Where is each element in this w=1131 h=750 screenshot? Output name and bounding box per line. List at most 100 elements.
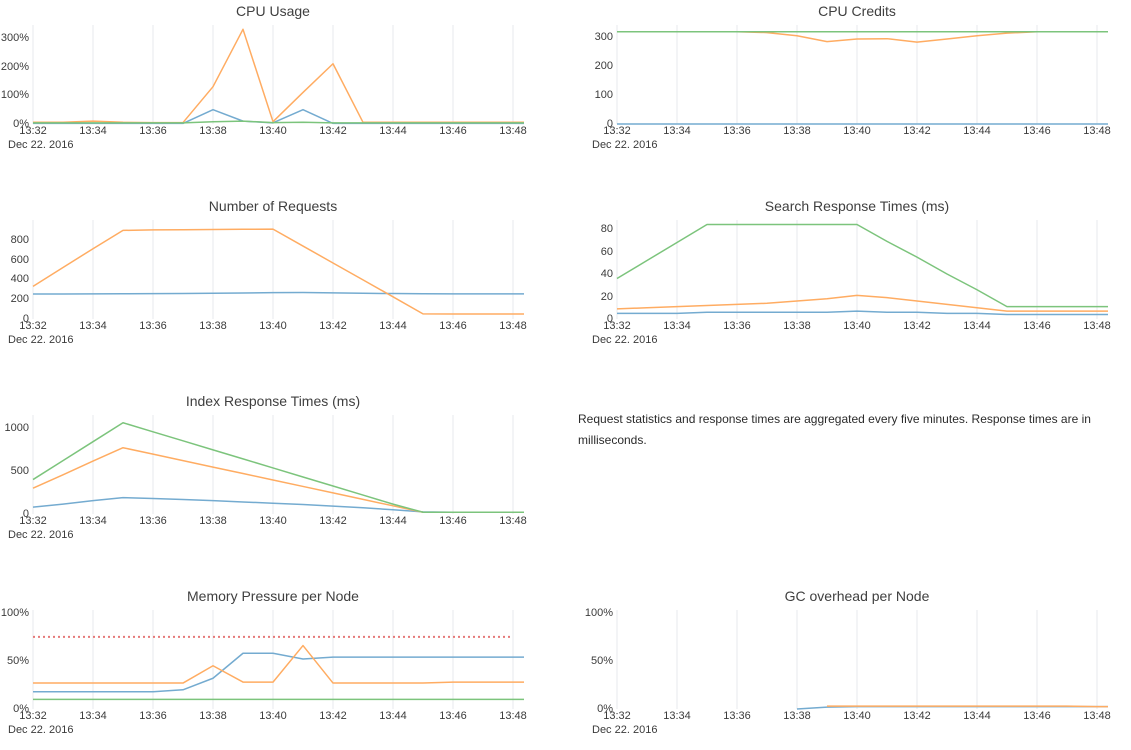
x-axis-label: 13:40 bbox=[843, 710, 871, 722]
chart-title: Memory Pressure per Node bbox=[33, 588, 513, 604]
y-axis-label: 60 bbox=[565, 246, 613, 258]
x-axis-label: 13:40 bbox=[843, 125, 871, 137]
x-axis-label: 13:44 bbox=[963, 320, 991, 332]
y-axis-label: 300 bbox=[565, 31, 613, 43]
x-axis-label: 13:40 bbox=[259, 710, 287, 722]
series-line-orange bbox=[33, 646, 524, 683]
y-axis-label: 100% bbox=[0, 89, 29, 101]
x-axis-label: 13:38 bbox=[199, 710, 227, 722]
x-axis-label: 13:38 bbox=[783, 320, 811, 332]
x-axis-label: 13:34 bbox=[79, 320, 107, 332]
y-axis-label: 100% bbox=[0, 607, 29, 619]
x-axis-label: 13:46 bbox=[439, 515, 467, 527]
x-axis-label: 13:32 bbox=[19, 710, 47, 722]
series-line-orange bbox=[617, 32, 1108, 42]
x-axis-label: 13:34 bbox=[79, 125, 107, 137]
x-axis-label: 13:42 bbox=[319, 710, 347, 722]
plot-area[interactable] bbox=[617, 25, 1108, 124]
x-axis-label: 13:44 bbox=[379, 710, 407, 722]
y-axis-label: 200 bbox=[0, 293, 29, 305]
x-axis-label: 13:32 bbox=[603, 710, 631, 722]
y-axis-label: 40 bbox=[565, 268, 613, 280]
x-axis-label: 13:42 bbox=[319, 125, 347, 137]
chart-title: Number of Requests bbox=[33, 198, 513, 214]
plot-area[interactable] bbox=[33, 25, 524, 124]
y-axis-label: 20 bbox=[565, 291, 613, 303]
chart-title: Index Response Times (ms) bbox=[33, 393, 513, 409]
x-axis-label: 13:36 bbox=[723, 125, 751, 137]
plot-area[interactable] bbox=[33, 220, 524, 319]
plot-area[interactable] bbox=[617, 610, 1108, 709]
x-axis-label: 13:38 bbox=[199, 125, 227, 137]
y-axis-label: 800 bbox=[0, 234, 29, 246]
plot-area[interactable] bbox=[617, 220, 1108, 319]
x-axis-label: 13:48 bbox=[499, 515, 527, 527]
x-axis-label: 13:36 bbox=[723, 710, 751, 722]
chart-title: GC overhead per Node bbox=[617, 588, 1097, 604]
x-axis-label: 13:38 bbox=[783, 125, 811, 137]
y-axis-label: 300% bbox=[0, 32, 29, 44]
x-axis-label: 13:48 bbox=[1083, 320, 1111, 332]
series-line-orange bbox=[33, 448, 524, 513]
date-label: Dec 22. 2016 bbox=[8, 529, 73, 541]
series-line-blue bbox=[33, 653, 524, 691]
x-axis-label: 13:48 bbox=[499, 710, 527, 722]
x-axis-label: 13:36 bbox=[139, 320, 167, 332]
x-axis-label: 13:32 bbox=[603, 320, 631, 332]
x-axis-label: 13:38 bbox=[199, 515, 227, 527]
y-axis-label: 200% bbox=[0, 61, 29, 73]
x-axis-label: 13:42 bbox=[903, 710, 931, 722]
chart-title: CPU Usage bbox=[33, 3, 513, 19]
x-axis-label: 13:46 bbox=[1023, 125, 1051, 137]
x-axis-label: 13:34 bbox=[663, 320, 691, 332]
x-axis-label: 13:48 bbox=[499, 320, 527, 332]
date-label: Dec 22. 2016 bbox=[8, 724, 73, 736]
x-axis-label: 13:32 bbox=[19, 515, 47, 527]
x-axis-label: 13:44 bbox=[379, 320, 407, 332]
y-axis-label: 600 bbox=[0, 254, 29, 266]
x-axis-label: 13:42 bbox=[319, 320, 347, 332]
x-axis-label: 13:40 bbox=[259, 515, 287, 527]
plot-area[interactable] bbox=[33, 610, 524, 709]
x-axis-label: 13:40 bbox=[843, 320, 871, 332]
date-label: Dec 22. 2016 bbox=[592, 724, 657, 736]
x-axis-label: 13:36 bbox=[723, 320, 751, 332]
x-axis-label: 13:36 bbox=[139, 710, 167, 722]
x-axis-label: 13:36 bbox=[139, 515, 167, 527]
x-axis-label: 13:44 bbox=[379, 125, 407, 137]
x-axis-label: 13:42 bbox=[319, 515, 347, 527]
series-line-green bbox=[617, 225, 1108, 307]
x-axis-label: 13:46 bbox=[1023, 320, 1051, 332]
x-axis-label: 13:48 bbox=[499, 125, 527, 137]
x-axis-label: 13:38 bbox=[783, 710, 811, 722]
date-label: Dec 22. 2016 bbox=[592, 334, 657, 346]
chart-title: CPU Credits bbox=[617, 3, 1097, 19]
x-axis-label: 13:40 bbox=[259, 320, 287, 332]
y-axis-label: 1000 bbox=[0, 422, 29, 434]
x-axis-label: 13:44 bbox=[963, 710, 991, 722]
series-line-orange bbox=[33, 229, 524, 314]
series-line-orange bbox=[617, 295, 1108, 311]
date-label: Dec 22. 2016 bbox=[8, 139, 73, 151]
series-line-orange bbox=[33, 29, 524, 122]
x-axis-label: 13:44 bbox=[963, 125, 991, 137]
series-line-blue bbox=[33, 498, 524, 513]
plot-area[interactable] bbox=[33, 415, 524, 514]
y-axis-label: 100 bbox=[565, 89, 613, 101]
x-axis-label: 13:40 bbox=[259, 125, 287, 137]
x-axis-label: 13:48 bbox=[1083, 125, 1111, 137]
x-axis-label: 13:46 bbox=[1023, 710, 1051, 722]
y-axis-label: 100% bbox=[565, 607, 613, 619]
date-label: Dec 22. 2016 bbox=[592, 139, 657, 151]
y-axis-label: 80 bbox=[565, 223, 613, 235]
chart-title: Search Response Times (ms) bbox=[617, 198, 1097, 214]
x-axis-label: 13:42 bbox=[903, 125, 931, 137]
x-axis-label: 13:34 bbox=[663, 710, 691, 722]
x-axis-label: 13:34 bbox=[79, 710, 107, 722]
